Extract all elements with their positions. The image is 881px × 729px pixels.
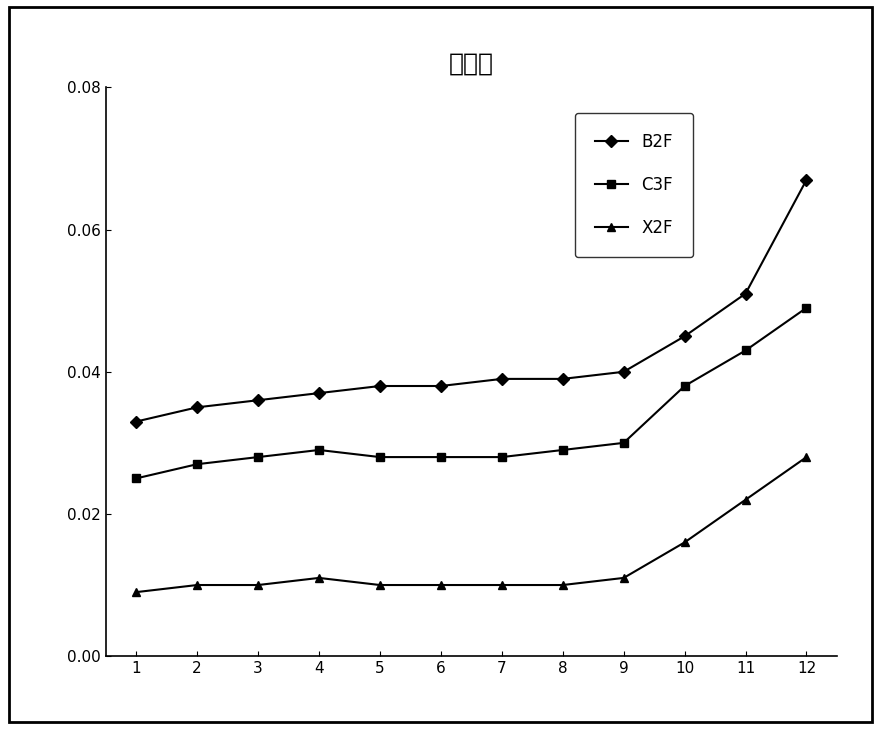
X2F bbox=[131, 588, 142, 596]
X2F bbox=[253, 580, 263, 589]
B2F bbox=[801, 176, 811, 184]
C3F bbox=[131, 474, 142, 483]
X2F bbox=[192, 580, 203, 589]
B2F bbox=[314, 389, 324, 397]
B2F bbox=[679, 332, 690, 340]
X2F bbox=[314, 574, 324, 582]
B2F bbox=[558, 375, 568, 383]
B2F bbox=[253, 396, 263, 405]
X2F bbox=[618, 574, 629, 582]
X2F bbox=[801, 453, 811, 461]
Line: B2F: B2F bbox=[132, 176, 811, 426]
C3F bbox=[618, 439, 629, 448]
C3F bbox=[314, 445, 324, 454]
X2F bbox=[435, 580, 446, 589]
B2F bbox=[740, 289, 751, 298]
C3F bbox=[435, 453, 446, 461]
X2F bbox=[497, 580, 507, 589]
B2F bbox=[618, 367, 629, 376]
C3F bbox=[497, 453, 507, 461]
C3F bbox=[192, 460, 203, 469]
C3F bbox=[558, 445, 568, 454]
B2F bbox=[497, 375, 507, 383]
Title: 氨态碱: 氨态碱 bbox=[448, 52, 494, 76]
C3F bbox=[740, 346, 751, 355]
C3F bbox=[801, 303, 811, 312]
Line: C3F: C3F bbox=[132, 304, 811, 483]
C3F bbox=[253, 453, 263, 461]
B2F bbox=[435, 382, 446, 391]
B2F bbox=[192, 403, 203, 412]
Line: X2F: X2F bbox=[132, 453, 811, 596]
X2F bbox=[374, 580, 385, 589]
C3F bbox=[679, 382, 690, 391]
X2F bbox=[740, 496, 751, 504]
B2F bbox=[131, 417, 142, 426]
X2F bbox=[558, 580, 568, 589]
Legend: B2F, C3F, X2F: B2F, C3F, X2F bbox=[574, 113, 693, 257]
B2F bbox=[374, 382, 385, 391]
C3F bbox=[374, 453, 385, 461]
X2F bbox=[679, 538, 690, 547]
